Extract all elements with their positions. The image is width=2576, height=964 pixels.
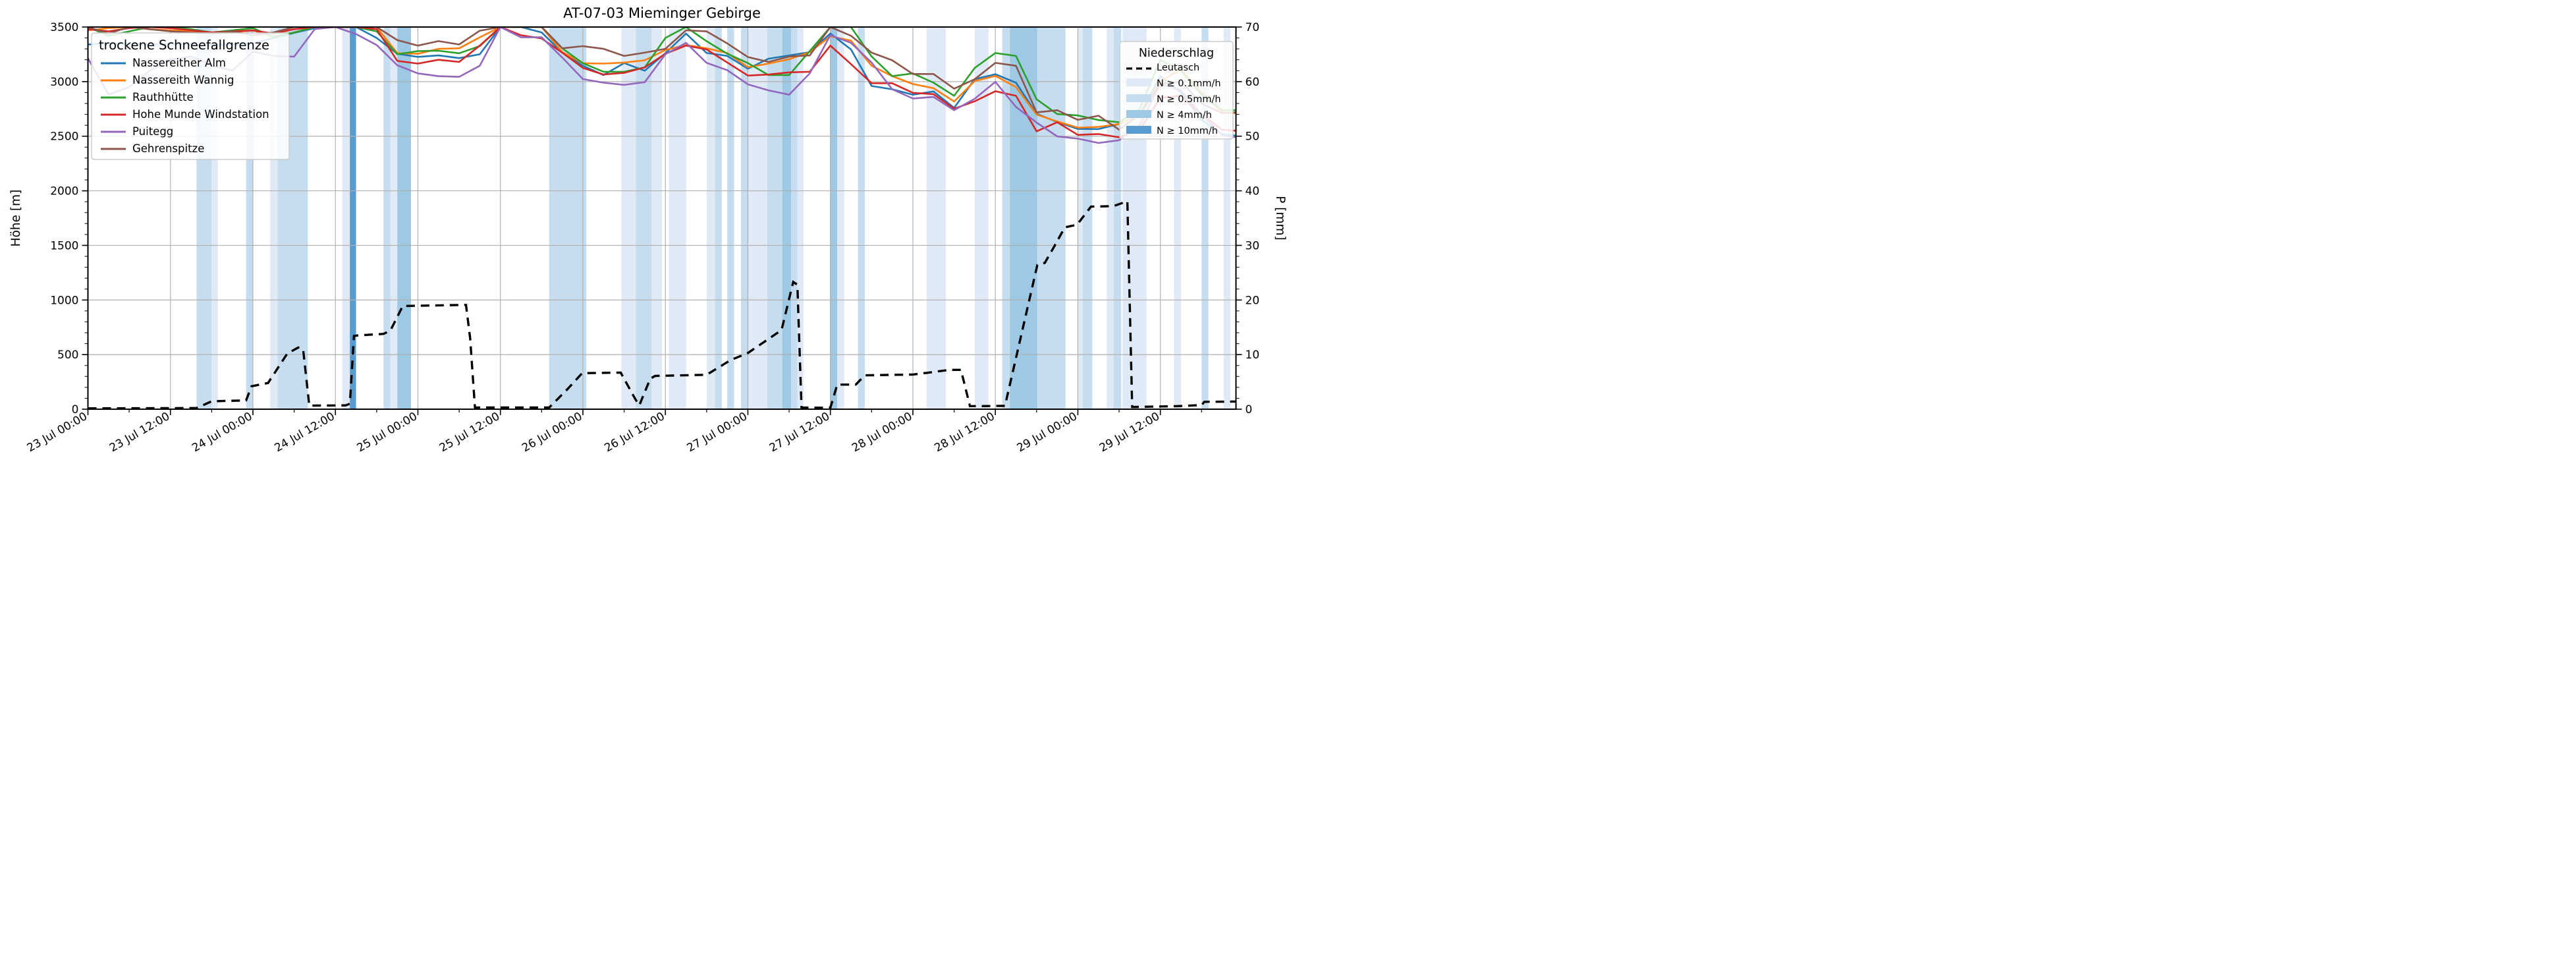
legend-snowline: trockene Schneefallgrenze Nassereither Al… — [91, 32, 290, 160]
precip-band-level-1 — [342, 27, 350, 409]
y-left-tick-label: 1000 — [50, 294, 78, 307]
x-tick-label: 27 Jul 00:00 — [685, 410, 750, 455]
precip-band-level-3 — [397, 27, 412, 409]
precip-band-level-2 — [1037, 27, 1066, 409]
precip-band-level-1 — [651, 27, 662, 409]
legend-snowline-item: Nassereith Wannig — [132, 74, 234, 86]
precip-band-level-4 — [350, 27, 356, 409]
legend-snowline-item: Hohe Munde Windstation — [132, 108, 269, 121]
precip-band-level-2 — [858, 27, 865, 409]
precip-band-level-1 — [211, 27, 218, 409]
y-left-tick-label: 2500 — [50, 130, 78, 144]
precip-band-level-3 — [782, 27, 792, 409]
y-right-tick-label: 10 — [1246, 349, 1260, 362]
precip-band-level-2 — [727, 27, 734, 409]
chart-figure: AT-07-03 Mieminger Gebirge Höhe [m] P [m… — [0, 0, 1288, 482]
precip-band-level-1 — [621, 27, 636, 409]
x-tick-label: 27 Jul 12:00 — [767, 410, 832, 455]
x-tick-label: 26 Jul 12:00 — [602, 410, 667, 455]
x-tick-label: 24 Jul 00:00 — [190, 410, 254, 455]
legend-precip-item: N ≥ 0.5mm/h — [1157, 94, 1221, 105]
legend-snowline-item: Puitegg — [132, 125, 173, 138]
x-tick-label: 24 Jul 12:00 — [272, 410, 337, 455]
x-tick-label: 23 Jul 12:00 — [107, 410, 172, 455]
precip-band-level-2 — [1113, 27, 1122, 409]
legend-precip-title: Niederschlag — [1139, 47, 1214, 60]
legend-precip-item: N ≥ 10mm/h — [1157, 126, 1218, 136]
precip-band-level-1 — [706, 27, 715, 409]
y-right-tick-label: 30 — [1246, 239, 1260, 252]
gridlines — [88, 27, 1236, 409]
precip-band-level-2 — [791, 27, 798, 409]
left-axis-label: Höhe [m] — [9, 190, 23, 247]
y-right-tick-label: 70 — [1246, 21, 1260, 34]
y-right-tick-label: 60 — [1246, 76, 1260, 89]
x-tick-label: 29 Jul 12:00 — [1097, 410, 1162, 455]
x-tick-label: 28 Jul 00:00 — [850, 410, 914, 455]
y-left-tick-label: 2000 — [50, 185, 78, 198]
precipitation-intensity-bands — [196, 27, 1231, 409]
x-tick-label: 29 Jul 00:00 — [1015, 410, 1080, 455]
leutasch-line — [88, 199, 1236, 409]
precip-band-level-2 — [1002, 27, 1010, 409]
snowfall-limit-precipitation-chart: AT-07-03 Mieminger Gebirge Höhe [m] P [m… — [9, 5, 1287, 455]
precip-band-level-1 — [1107, 27, 1114, 409]
precip-band-level-2 — [767, 27, 782, 409]
y-left-tick-label: 0 — [72, 403, 79, 416]
precip-band-level-2 — [741, 27, 748, 409]
x-tick-label: 23 Jul 00:00 — [25, 410, 90, 455]
precip-band-level-2 — [1082, 27, 1093, 409]
precip-band-level-2 — [549, 27, 587, 409]
y-right-tick-label: 40 — [1246, 185, 1260, 198]
precip-band-level-3 — [830, 27, 838, 409]
precip-band-level-2 — [1201, 27, 1209, 409]
precip-band-level-1 — [669, 27, 686, 409]
precip-band-level-1 — [390, 27, 398, 409]
precip-band-level-1 — [974, 27, 989, 409]
chart-title: AT-07-03 Mieminger Gebirge — [563, 5, 761, 21]
precip-band-level-2 — [715, 27, 722, 409]
legend-snowline-item: Gehrenspitze — [132, 142, 204, 155]
legend-precip-item: Leutasch — [1157, 63, 1199, 73]
legend-precipitation: Niederschlag Leutasch N ≥ 0.1mm/h N ≥ 0.5mm… — [1119, 41, 1234, 140]
y-left-tick-label: 1500 — [50, 239, 78, 252]
precip-band-level-1 — [1223, 27, 1231, 409]
x-tick-label: 25 Jul 00:00 — [355, 410, 420, 455]
precip-band-level-1 — [1078, 27, 1083, 409]
precip-band-level-1 — [270, 27, 278, 409]
series-line — [88, 27, 1236, 131]
legend-snowline-item: Rauthhütte — [132, 91, 194, 103]
y-right-tick-label: 0 — [1246, 403, 1253, 416]
x-tick-label: 28 Jul 12:00 — [932, 410, 997, 455]
precip-band-level-1 — [837, 27, 844, 409]
precip-band-level-1 — [748, 27, 767, 409]
x-tick-label: 26 Jul 00:00 — [520, 410, 584, 455]
legend-precip-item: N ≥ 0.1mm/h — [1157, 78, 1221, 89]
y-left-tick-label: 3000 — [50, 76, 78, 89]
legend-precip-item: N ≥ 4mm/h — [1157, 110, 1212, 121]
precip-band-level-1 — [797, 27, 804, 409]
legend-snowline-title: trockene Schneefallgrenze — [99, 38, 269, 53]
y-left-tick-label: 500 — [57, 349, 78, 362]
y-left-tick-label: 3500 — [50, 21, 78, 34]
precip-band-level-2 — [636, 27, 652, 409]
legend-snowline-item: Nassereither Alm — [132, 57, 226, 69]
precip-band-level-1 — [1174, 27, 1182, 409]
leutasch-precipitation-line — [88, 199, 1236, 409]
y-right-tick-label: 20 — [1246, 294, 1260, 307]
y-right-tick-label: 50 — [1246, 130, 1260, 144]
x-tick-label: 25 Jul 12:00 — [437, 410, 502, 455]
precip-band-level-2 — [383, 27, 391, 409]
precip-band-level-2 — [246, 27, 253, 409]
right-axis-label: P [mm] — [1273, 196, 1287, 241]
